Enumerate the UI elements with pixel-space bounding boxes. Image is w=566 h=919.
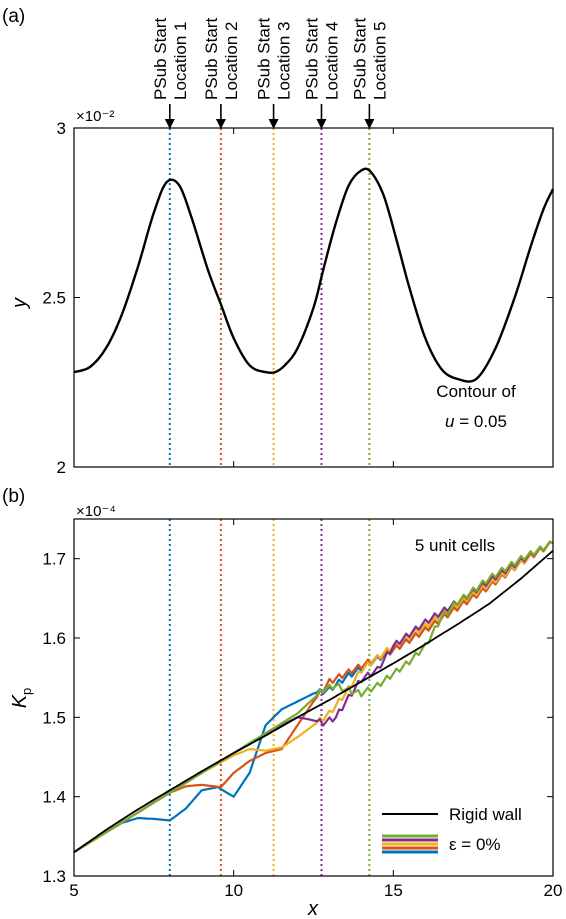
y-tick-label-b-4: 1.7 [42,550,66,569]
y-axis-label-a: y [9,297,31,310]
y-ticks-b: 1.3 1.4 1.5 1.6 1.7 [42,550,553,886]
psub-label-4-line2: Location 4 [322,22,341,100]
y-axis-label-b-sub: p [19,688,34,695]
panel-a-label: (a) [2,6,25,27]
arrow-head-2 [215,119,226,129]
y-exponent-b: ×10⁻⁴ [76,503,116,520]
panel-a: (a) PSub Start Location 1 PSub Start Locati… [2,6,555,477]
y-tick-label-b-2: 1.5 [42,708,66,727]
x-ticks-a [73,128,554,467]
unit-cells-annotation: 5 unit cells [415,536,495,555]
x-tick-label-1: 10 [224,881,243,900]
psub-label-2-line2: Location 2 [222,22,241,100]
psub-label-3-line2: Location 3 [275,22,294,100]
arrow-head-4 [316,119,327,129]
substructure-arrows: PSub Start Location 1 PSub Start Location 2… [151,18,389,129]
psub-label-1-line1: PSub Start [151,18,170,100]
annotation-line-2: u = 0.05 [445,412,507,431]
legend-label-eps: ε = 0% [449,835,501,854]
psub-label-1-line2: Location 1 [171,22,190,100]
psub-label-3-line1: PSub Start [255,18,274,100]
y-tick-label-a-2: 3 [57,119,66,138]
y-tick-label-b-3: 1.6 [42,629,66,648]
substructure-lines-b [168,519,371,876]
x-tick-label-2: 15 [384,881,403,900]
x-ticks-b: 5 10 15 20 [69,519,562,900]
y-tick-label-b-0: 1.3 [42,867,66,886]
x-tick-label-0: 5 [69,881,78,900]
psub-label-2-line1: PSub Start [202,18,221,100]
y-tick-label-a-0: 2 [57,458,66,477]
annotation-line-1: Contour of [436,382,516,401]
y-tick-label-a-1: 2.5 [42,289,66,308]
substructure-lines-a [168,128,371,467]
x-tick-label-3: 20 [544,881,563,900]
series-a [73,167,555,383]
x-axis-label: x [307,898,319,919]
panel-b-label: (b) [2,486,25,507]
y-ticks-a: 22.53 [42,119,553,477]
y-tick-label-b-1: 1.4 [42,788,66,807]
arrow-head-5 [364,119,375,129]
contour-line [73,167,555,383]
y-axis-label-b: Kp [9,688,34,709]
legend-label-rigid-wall: Rigid wall [449,805,522,824]
arrow-head-3 [268,119,279,129]
y-axis-label-b-main: K [9,693,31,708]
plot-frame-b [73,518,554,877]
y-exponent-a: ×10⁻² [76,108,114,125]
psub-label-4-line1: PSub Start [302,18,321,100]
psub-label-5-line1: PSub Start [350,18,369,100]
series-location-5 [73,540,554,854]
panel-b: (b) 1.3 1.4 1.5 1.6 1.7 5 10 15 20 ×10⁻⁴ Kp x 5… [2,486,562,919]
legend: Rigid wall ε = 0% [382,805,522,854]
series-rigid-wall [73,550,554,853]
arrow-head-1 [164,119,175,129]
series-b [73,540,554,854]
psub-label-5-line2: Location 5 [370,22,389,100]
